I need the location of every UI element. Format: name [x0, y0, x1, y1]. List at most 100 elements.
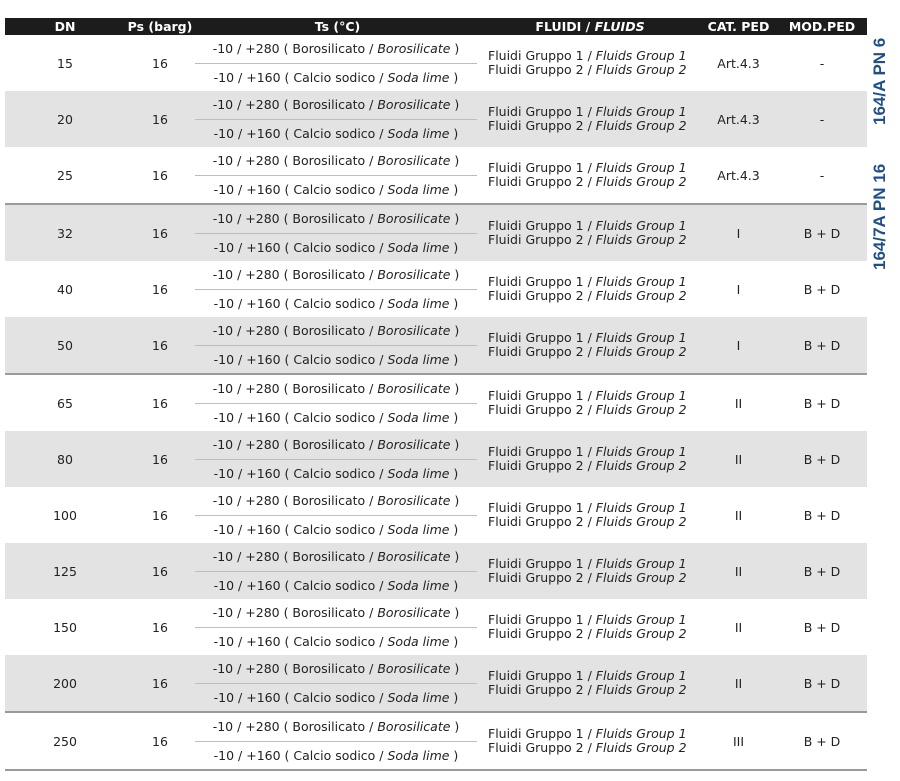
cat-ped-cell: I [700, 203, 777, 261]
ts-a-end: ) [450, 381, 460, 396]
fluid-g2-it: Fluidi Gruppo 2 / [488, 174, 596, 189]
table-row: 250 16 -10 / +280 ( Borosilicato / Boros… [5, 711, 867, 771]
table-row: 65 16 -10 / +280 ( Borosilicato / Borosi… [5, 373, 867, 432]
ts-cell: -10 / +280 ( Borosilicato / Borosilicate… [195, 203, 480, 261]
ts-a-en: Borosilicate [377, 661, 451, 676]
ts-end: ) [449, 125, 459, 141]
ps-cell: 16 [125, 655, 195, 712]
ts-a-en: Borosilicate [377, 211, 451, 226]
fluids-cell: Fluidi Gruppo 1 / Fluids Group 1 Fluidi G… [480, 203, 700, 261]
ts-a-it: -10 / +280 ( Borosilicato / [212, 381, 378, 396]
ts-a-end: ) [450, 437, 460, 452]
mod-ped-cell: B + D [777, 711, 867, 771]
mod-ped-cell: - [777, 91, 867, 147]
table-row: 200 16 -10 / +280 ( Borosilicato / Boros… [5, 655, 867, 712]
side-label-2: 164/7A PN 16 [870, 163, 889, 270]
fluid-g1-en: Fluids Group 1 [595, 556, 687, 571]
ts-b-en: Soda lime [387, 239, 450, 255]
ts-cell: -10 / +280 ( Borosilicato / Borosilicate… [195, 599, 480, 655]
ts-b-it: -10 / +160 ( Calcio sodico / [213, 633, 388, 649]
fluid-g2-en: Fluids Group 2 [595, 682, 687, 697]
dn-cell: 150 [53, 619, 77, 635]
ts-b-it: -10 / +160 ( Calcio sodico / [213, 689, 388, 705]
fluid-g1-it: Fluidi Gruppo 1 / [488, 274, 596, 289]
ts-a-en: Borosilicate [377, 153, 451, 168]
ts-a-en: Borosilicate [377, 605, 451, 620]
header-fluids-en: FLUIDS [594, 19, 645, 34]
fluid-g1-en: Fluids Group 1 [595, 274, 687, 289]
cat-ped-cell: II [734, 507, 743, 523]
ts-line-soda-lime: -10 / +160 ( Calcio sodico / Soda lime ) [195, 460, 477, 488]
ts-a-en: Borosilicate [377, 437, 451, 452]
fluids-cell: Fluidi Gruppo 1 / Fluids Group 1 Fluidi G… [480, 655, 700, 712]
dn-cell: 15 [57, 55, 73, 71]
fluid-g2-en: Fluids Group 2 [595, 514, 687, 529]
fluid-g1-en: Fluids Group 1 [595, 48, 687, 63]
ts-line-soda-lime: -10 / +160 ( Calcio sodico / Soda lime ) [195, 628, 477, 656]
ts-a-it: -10 / +280 ( Borosilicato / [212, 267, 378, 282]
fluid-g2-it: Fluidi Gruppo 2 / [488, 118, 596, 133]
ts-a-end: ) [450, 493, 460, 508]
ts-line-borosilicate: -10 / +280 ( Borosilicato / Borosilicate… [195, 713, 477, 742]
fluid-g1-it: Fluidi Gruppo 1 / [488, 556, 596, 571]
ts-cell: -10 / +280 ( Borosilicato / Borosilicate… [195, 261, 480, 317]
fluid-g1-en: Fluids Group 1 [595, 444, 687, 459]
ts-b-it: -10 / +160 ( Calcio sodico / [213, 409, 388, 425]
ts-line-borosilicate: -10 / +280 ( Borosilicato / Borosilicate… [195, 487, 477, 516]
ts-line-soda-lime: -10 / +160 ( Calcio sodico / Soda lime ) [195, 684, 477, 712]
ts-end: ) [449, 239, 459, 255]
ts-end: ) [449, 351, 459, 367]
fluid-g2-en: Fluids Group 2 [595, 288, 687, 303]
ps-cell: 16 [152, 55, 168, 71]
cat-ped-cell: III [700, 711, 777, 771]
ps-cell: 16 [125, 373, 195, 431]
dn-cell: 125 [5, 543, 125, 599]
fluid-g2-it: Fluidi Gruppo 2 / [488, 344, 596, 359]
ts-b-it: -10 / +160 ( Calcio sodico / [213, 351, 388, 367]
fluid-g1-en: Fluids Group 1 [595, 612, 687, 627]
cat-ped-cell: II [700, 431, 777, 487]
mod-ped-cell: B + D [777, 317, 867, 374]
cat-ped-cell: Art.4.3 [717, 55, 760, 71]
ts-line-borosilicate: -10 / +280 ( Borosilicato / Borosilicate… [195, 431, 477, 460]
fluid-g2-it: Fluidi Gruppo 2 / [488, 232, 596, 247]
dn-cell: 80 [5, 431, 125, 487]
ts-a-end: ) [450, 97, 460, 112]
ts-line-soda-lime: -10 / +160 ( Calcio sodico / Soda lime ) [195, 404, 477, 432]
fluids-cell: Fluidi Gruppo 1 / Fluids Group 1 Fluidi G… [480, 147, 700, 204]
ts-cell: -10 / +280 ( Borosilicato / Borosilicate… [195, 147, 480, 204]
fluid-g2-en: Fluids Group 2 [595, 232, 687, 247]
ts-b-en: Soda lime [387, 295, 450, 311]
ts-end: ) [449, 69, 459, 85]
fluid-g2-en: Fluids Group 2 [595, 458, 687, 473]
ps-cell: 16 [125, 317, 195, 374]
cat-ped-cell: Art.4.3 [717, 167, 760, 183]
ts-b-en: Soda lime [387, 747, 450, 763]
cat-ped-cell: II [700, 655, 777, 712]
mod-ped-cell: - [819, 55, 825, 71]
fluid-g2-it: Fluidi Gruppo 2 / [488, 682, 596, 697]
fluid-g2-it: Fluidi Gruppo 2 / [488, 288, 596, 303]
fluids-cell: Fluidi Gruppo 1 / Fluids Group 1 Fluidi G… [480, 543, 700, 599]
ts-a-it: -10 / +280 ( Borosilicato / [212, 41, 378, 56]
ts-end: ) [449, 181, 459, 197]
ts-a-it: -10 / +280 ( Borosilicato / [212, 97, 378, 112]
ts-cell: -10 / +280 ( Borosilicato / Borosilicate… [195, 431, 480, 487]
ts-line-borosilicate: -10 / +280 ( Borosilicato / Borosilicate… [195, 147, 477, 176]
ts-end: ) [449, 521, 459, 537]
dn-cell: 20 [5, 91, 125, 147]
ts-end: ) [449, 465, 459, 481]
header-fluids: FLUIDI / FLUIDS [480, 18, 700, 35]
fluid-g2-en: Fluids Group 2 [595, 174, 687, 189]
fluid-g1-en: Fluids Group 1 [595, 218, 687, 233]
ts-a-en: Borosilicate [377, 549, 451, 564]
table-row: 32 16 -10 / +280 ( Borosilicato / Borosi… [5, 203, 867, 261]
mod-ped-cell: B + D [803, 619, 841, 635]
fluid-g2-it: Fluidi Gruppo 2 / [488, 626, 596, 641]
ts-a-en: Borosilicate [377, 323, 451, 338]
ts-line-soda-lime: -10 / +160 ( Calcio sodico / Soda lime ) [195, 290, 477, 318]
ts-a-end: ) [450, 41, 460, 56]
table-row: 100 16 -10 / +280 ( Borosilicato / Boros… [5, 487, 867, 543]
fluid-g1-it: Fluidi Gruppo 1 / [488, 726, 596, 741]
fluid-g1-it: Fluidi Gruppo 1 / [488, 160, 596, 175]
